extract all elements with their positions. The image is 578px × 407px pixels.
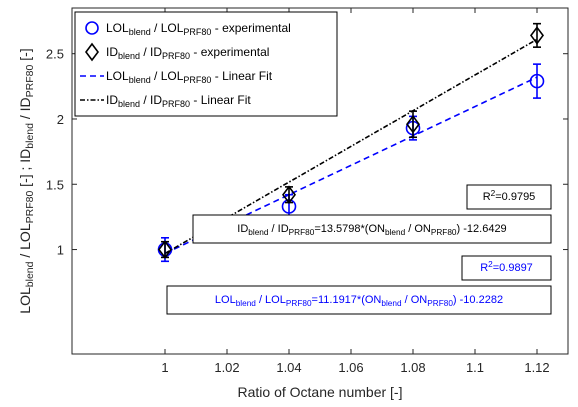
text-part: ID (106, 45, 118, 59)
legend-entry-label: IDblend / IDPRF80 - experimental (106, 45, 269, 61)
x-tick-label: 1.04 (276, 360, 301, 375)
id_exp-point (282, 185, 296, 205)
text-part: R (483, 191, 491, 203)
text-part: PRF80 (431, 228, 457, 237)
legend-circle-symbol (85, 21, 99, 35)
text-part: 2 (491, 189, 496, 198)
text-part: / ID (268, 223, 288, 235)
y-tick-label: 1 (57, 243, 64, 258)
x-tick-label: 1.08 (400, 360, 425, 375)
text-part: R (480, 262, 488, 274)
text-part: / LOL (256, 294, 286, 306)
id_exp-point (530, 26, 544, 45)
text-part: blend (129, 27, 151, 37)
fit-lines (164, 38, 538, 255)
text-part: PRF80 (183, 27, 211, 37)
text-part: PRF80 (183, 75, 211, 85)
text-part: ID (237, 223, 248, 235)
legend-diamond-symbol (85, 42, 99, 62)
y-tick-label: 1.5 (46, 177, 64, 192)
text-part: ID (106, 93, 118, 107)
text-part: blend (24, 261, 36, 287)
x-tick-label: 1.12 (524, 360, 549, 375)
text-part: [-] ; ID (17, 149, 33, 191)
id_fit-line (164, 38, 538, 255)
text-part: PRF80 (24, 191, 36, 224)
text-part: / ID (17, 97, 33, 123)
x-tick-label: 1.1 (466, 360, 484, 375)
r2_id-box (466, 184, 552, 210)
axes-box (71, 7, 569, 355)
r2_id-text: R2=0.9795 (483, 189, 536, 203)
legend-entry-label: IDblend / IDPRF80 - Linear Fit (106, 93, 251, 109)
text-part: =0.9795 (495, 191, 535, 203)
text-part: blend (385, 228, 406, 237)
text-part: / ID (140, 45, 162, 59)
text-part: LOL (106, 69, 129, 83)
eq_id-text: IDblend / IDPRF80=13.5798*(ONblend / ONP… (237, 223, 506, 237)
text-part: ) -10.2282 (453, 294, 503, 306)
legend: LOLblend / LOLPRF80 - experimentalIDblen… (74, 11, 338, 117)
x-tick-label: 1 (161, 360, 168, 375)
text-part: LOL (106, 21, 129, 35)
eq_lol-text: LOLblend / LOLPRF80=11.1917*(ONblend / O… (215, 294, 503, 308)
data-points (157, 22, 545, 263)
text-part: / ON (405, 223, 431, 235)
text-part: blend (236, 299, 257, 308)
x-tick-label: 1.06 (338, 360, 363, 375)
r2_lol-box (461, 255, 552, 281)
legend-entry-label: LOLblend / LOLPRF80 - Linear Fit (106, 69, 273, 85)
text-part: blend (24, 123, 36, 149)
text-part: =13.5798*(ON (314, 223, 385, 235)
text-part: / ID (140, 93, 162, 107)
text-part: - Linear Fit (190, 93, 251, 107)
text-part: PRF80 (427, 299, 453, 308)
lol_exp-point (529, 73, 545, 89)
text-part: PRF80 (286, 299, 312, 308)
text-part: blend (118, 51, 140, 61)
plot-axes: 1 1.02 1.04 1.06 1.08 1.1 1.12 1 1.5 2 2.5 Ratio of… (17, 7, 569, 400)
text-part: blend (381, 299, 402, 308)
text-part: - experimental (190, 45, 269, 59)
legend-box (74, 11, 338, 117)
text-part: / LOL (151, 21, 184, 35)
text-part: / LOL (151, 69, 184, 83)
y-tick-label: 2 (57, 112, 64, 127)
text-part: ) -12.6429 (457, 223, 507, 235)
text-part: =0.9897 (493, 262, 533, 274)
text-part: / ON (402, 294, 428, 306)
text-part: LOL (17, 287, 33, 314)
text-part: / LOL (17, 223, 33, 261)
eq_id-box (192, 214, 552, 244)
text-part: - Linear Fit (211, 69, 272, 83)
text-part: [-] (17, 48, 33, 64)
text-part: blend (248, 228, 269, 237)
text-part: 2 (488, 260, 493, 269)
text-part: PRF80 (289, 228, 315, 237)
text-part: blend (129, 75, 151, 85)
text-part: PRF80 (162, 51, 190, 61)
y-axis-label: LOLblend / LOLPRF80 [-] ; IDblend / IDPR… (17, 48, 36, 313)
id_exp-point (406, 114, 420, 134)
r2_lol-text: R2=0.9897 (480, 260, 533, 274)
x-axis-label: Ratio of Octane number [-] (238, 384, 403, 400)
text-part: PRF80 (162, 99, 190, 109)
lol_fit-line (164, 76, 538, 255)
x-tick-label: 1.02 (214, 360, 239, 375)
eq_lol-box (166, 285, 552, 315)
text-part: blend (118, 99, 140, 109)
id_exp-point (158, 240, 172, 259)
text-part: PRF80 (24, 64, 36, 97)
text-part: - experimental (211, 21, 290, 35)
text-part: =11.1917*(ON (312, 294, 382, 306)
y-tick-label: 2.5 (46, 47, 64, 62)
text-part: LOL (215, 294, 236, 306)
legend-entry-label: LOLblend / LOLPRF80 - experimental (106, 21, 291, 37)
